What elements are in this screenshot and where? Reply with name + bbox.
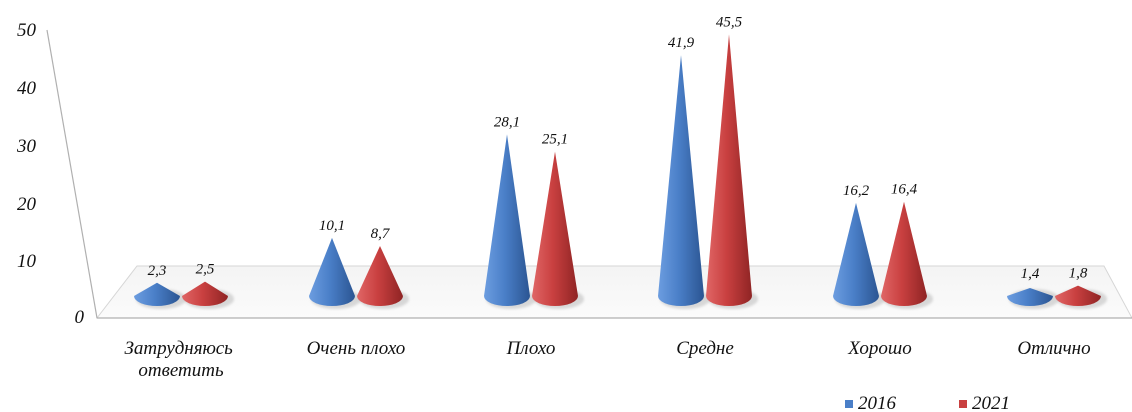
y-axis [46,29,98,319]
category-label: Плохо [506,338,556,359]
cone-2021 [881,201,927,306]
chart-floor [95,265,1132,319]
data-label: 41,9 [668,35,695,51]
y-tick-label: 30 [16,136,37,157]
cone-2016 [309,237,355,306]
y-tick-label: 10 [17,251,37,272]
category-label: Средне [676,338,734,359]
cone-2016 [658,55,704,307]
category-label: Хорошо [847,338,912,359]
data-label: 8,7 [371,226,391,242]
cone-2021 [182,281,228,306]
cone-2021 [532,151,578,306]
data-label: 2,3 [148,263,167,279]
y-tick-label: 20 [17,194,37,215]
data-label: 16,2 [843,183,870,199]
y-tick-label: 0 [75,307,85,328]
category-label: Затрудняюсь ответить [124,338,237,381]
cone-series-group: 2,3 10,1 28,1 41,9 16,2 1,4 2,5 8,7 25,1 45,5 16,4… [134,14,1107,309]
data-label: 45,5 [716,14,743,30]
cone-2021 [706,34,752,306]
data-label: 10,1 [319,218,345,234]
cone-2016 [1007,287,1053,306]
cone-2016 [484,134,530,306]
cone-2021 [1055,285,1101,306]
y-tick-label: 40 [17,78,37,99]
data-label: 28,1 [494,114,520,130]
data-label: 2,5 [196,262,215,278]
y-tick-label: 50 [17,20,37,41]
category-label: Отлично [1017,338,1090,359]
data-label: 16,4 [891,182,918,198]
legend-label-2016: 2016 [858,393,897,412]
cone-2021 [357,245,403,306]
legend-swatch-2021 [959,400,967,408]
legend: 2016 2021 [845,393,1010,412]
legend-swatch-2016 [845,400,853,408]
data-label: 25,1 [542,132,568,148]
cone-2016 [134,282,180,306]
cone-2016 [833,202,879,306]
legend-label-2021: 2021 [972,393,1010,412]
data-label: 1,4 [1021,266,1040,282]
category-label: Очень плохо [307,338,406,359]
data-label: 1,8 [1069,266,1088,282]
